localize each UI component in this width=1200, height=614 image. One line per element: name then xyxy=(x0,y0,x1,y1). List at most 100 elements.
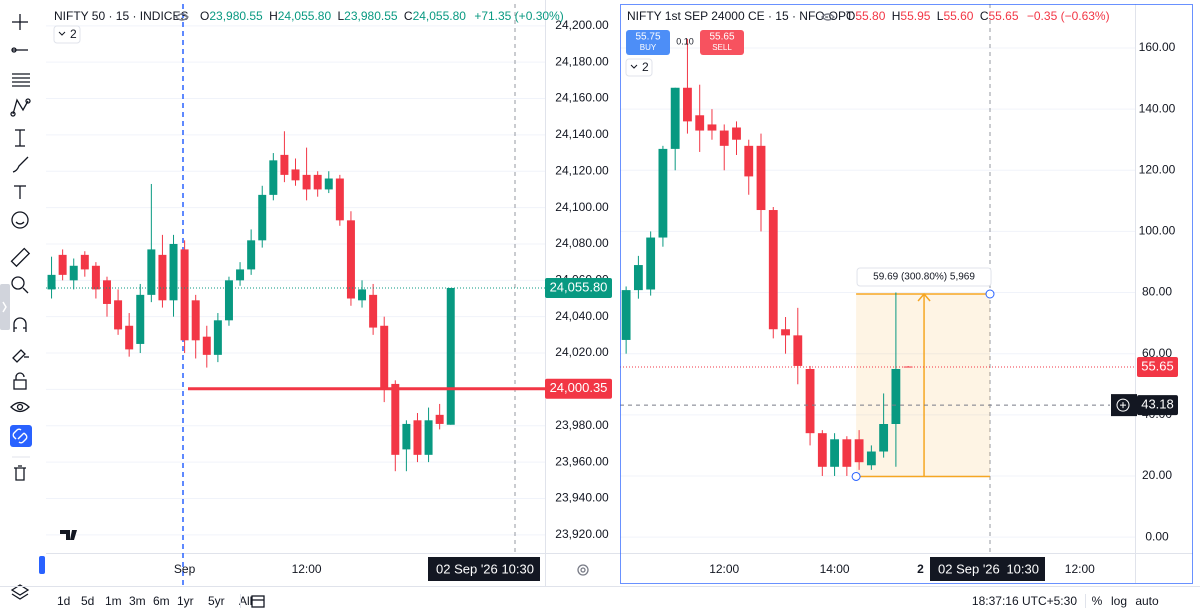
symbol-title[interactable]: NIFTY 50 · 15 · INDICES xyxy=(54,9,188,23)
measure-handle[interactable] xyxy=(851,471,861,481)
candle-body xyxy=(719,130,729,146)
candle-body xyxy=(69,265,78,281)
lock-drawing-tool[interactable] xyxy=(12,349,29,363)
price-tag-label: 24,055.80 xyxy=(550,279,608,294)
percent-toggle[interactable]: % xyxy=(1092,594,1103,608)
range-button[interactable]: 3m xyxy=(129,594,146,608)
indicator-count: 2 xyxy=(70,27,77,41)
symbol-title[interactable]: NIFTY 1st SEP 24000 CE · 15 · NFO-OPT xyxy=(627,9,854,23)
ruler-tool[interactable] xyxy=(10,247,31,268)
visibility-icon[interactable] xyxy=(175,13,189,21)
chevron-icon xyxy=(630,64,638,69)
y-tick-label: 24,160.00 xyxy=(555,91,609,105)
price-tag xyxy=(1137,356,1178,377)
ohlc-key: O xyxy=(200,9,209,23)
candle-body xyxy=(830,439,839,467)
change: +71.35 (+0.30%) xyxy=(474,9,563,23)
candle-body xyxy=(335,178,344,221)
buy-price: 55.75 xyxy=(635,32,660,43)
plus-icon xyxy=(1116,398,1130,412)
brush-tool[interactable] xyxy=(12,156,29,173)
indicator-toggle[interactable] xyxy=(53,25,81,44)
candle-body xyxy=(280,154,289,175)
candle-body xyxy=(180,249,189,341)
ohlc-key: C xyxy=(980,9,989,23)
sidebar-toggle[interactable] xyxy=(0,284,10,330)
candle-body xyxy=(866,451,876,466)
log-toggle[interactable]: log xyxy=(1111,594,1127,608)
trend-line-tool[interactable] xyxy=(11,47,28,53)
sync-tool[interactable] xyxy=(10,425,32,447)
y-tick-label: 23,980.00 xyxy=(555,418,609,432)
magnet-tool[interactable] xyxy=(13,317,27,332)
candle-body xyxy=(683,87,692,122)
sell-label: SELL xyxy=(712,43,732,52)
y-tick-label: 24,120.00 xyxy=(555,163,609,177)
delete-tool[interactable] xyxy=(14,465,26,481)
range-button[interactable]: 1d xyxy=(57,594,70,608)
sidebar-tab xyxy=(0,284,10,330)
toolbar xyxy=(0,0,45,600)
range-button[interactable]: 1m xyxy=(105,594,122,608)
candle-body xyxy=(125,325,134,350)
range-button[interactable]: 5yr xyxy=(208,594,225,608)
y-tick-label: 160.00 xyxy=(1139,40,1176,54)
range-button[interactable]: 1yr xyxy=(177,594,194,608)
measure-handle[interactable] xyxy=(985,289,995,299)
text-tool[interactable] xyxy=(14,185,26,199)
candle-body xyxy=(80,254,89,270)
crosshair-tool[interactable] xyxy=(12,14,28,30)
candle-body xyxy=(346,220,355,299)
goto-date-icon[interactable] xyxy=(251,595,265,608)
time-tag-time: 10:30 xyxy=(501,561,534,576)
candle-body xyxy=(358,289,367,301)
visibility-icon[interactable] xyxy=(821,13,835,21)
x-tick-label: 12:00 xyxy=(292,562,322,576)
candle-body xyxy=(236,269,245,281)
candle-body xyxy=(744,145,754,177)
range-button[interactable]: 6m xyxy=(153,594,170,608)
indicator-count: 2 xyxy=(642,60,649,74)
sell-button[interactable]: 55.65 SELL xyxy=(700,30,744,55)
candle-body xyxy=(413,420,422,455)
price-tag xyxy=(1137,395,1178,416)
plots: 23,920.00 23,940.00 23,960.00 23,980.00 24,0… xyxy=(46,4,1178,585)
candle-body xyxy=(646,237,656,290)
y-tick-label: 100.00 xyxy=(1139,224,1176,238)
range-button[interactable]: All xyxy=(239,594,252,608)
time-tag xyxy=(428,557,540,581)
lines-tool[interactable] xyxy=(12,73,30,87)
pattern-tool[interactable] xyxy=(10,98,31,117)
y-tick-label: 24,140.00 xyxy=(555,127,609,141)
measure-label: 59.69 (300.80%) 5,969 xyxy=(873,272,975,283)
candle-body xyxy=(380,325,389,390)
zoom-tool[interactable] xyxy=(11,276,29,294)
candle-body xyxy=(842,439,852,467)
indicator-toggle[interactable] xyxy=(625,58,653,77)
y-tick-label: 24,020.00 xyxy=(555,345,609,359)
y-tick-label: 24,080.00 xyxy=(555,236,609,250)
tv-logo xyxy=(60,530,77,540)
visibility-tool[interactable] xyxy=(10,401,30,413)
measure-tool[interactable] xyxy=(15,129,25,147)
y-tick-label: 24,180.00 xyxy=(555,54,609,68)
x-tick-label: 14:00 xyxy=(820,562,850,576)
candle-body xyxy=(879,424,889,452)
layers-tool[interactable] xyxy=(10,584,30,600)
range-button[interactable]: 5d xyxy=(81,594,94,608)
buy-button[interactable]: 55.75 BUY xyxy=(626,30,670,55)
candle-body xyxy=(435,414,444,424)
ohlc-value: 23,980.55 xyxy=(344,9,398,23)
collapse-handle[interactable] xyxy=(39,556,45,574)
candle-body xyxy=(768,210,778,330)
measure-arrowhead xyxy=(917,292,931,302)
candle-body xyxy=(707,124,717,131)
ohlc-key: O xyxy=(846,9,855,23)
auto-toggle[interactable]: auto xyxy=(1135,594,1159,608)
lock-tool[interactable] xyxy=(13,372,27,390)
x-tick-label: 12:00 xyxy=(1065,562,1095,576)
candle-body xyxy=(291,169,300,181)
settings-icon[interactable] xyxy=(577,564,589,576)
emoji-tool[interactable] xyxy=(11,211,29,229)
candle-body xyxy=(202,336,211,355)
